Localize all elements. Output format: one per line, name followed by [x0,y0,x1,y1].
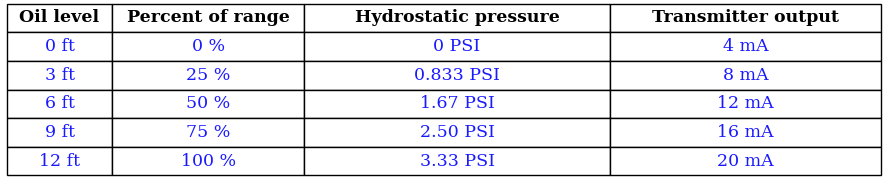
Bar [610,118,881,147]
Bar [610,147,881,175]
Text: 3.33 PSI: 3.33 PSI [419,153,495,170]
Text: 20 mA: 20 mA [718,153,773,170]
Text: 16 mA: 16 mA [718,124,773,141]
Text: 2.50 PSI: 2.50 PSI [420,124,495,141]
Text: 0.833 PSI: 0.833 PSI [414,67,500,84]
Text: 4 mA: 4 mA [723,38,768,55]
Bar [305,4,610,32]
Bar [112,32,305,61]
Bar [305,90,610,118]
Text: 0 ft: 0 ft [44,38,75,55]
Bar [112,118,305,147]
Text: 0 PSI: 0 PSI [433,38,480,55]
Bar [305,118,610,147]
Bar [610,90,881,118]
Bar [305,147,610,175]
Text: 75 %: 75 % [186,124,230,141]
Bar [112,147,305,175]
Text: Percent of range: Percent of range [127,9,289,26]
Bar [305,32,610,61]
Text: 9 ft: 9 ft [44,124,75,141]
Bar [610,61,881,90]
Bar [7,32,112,61]
Text: 12 ft: 12 ft [39,153,80,170]
Bar [112,4,305,32]
Text: 3 ft: 3 ft [44,67,75,84]
Bar [7,61,112,90]
Text: 1.67 PSI: 1.67 PSI [420,95,495,112]
Bar [7,118,112,147]
Bar [7,4,112,32]
Text: 0 %: 0 % [192,38,225,55]
Text: 8 mA: 8 mA [723,67,768,84]
Bar [112,61,305,90]
Bar [610,4,881,32]
Bar [305,61,610,90]
Text: Transmitter output: Transmitter output [652,9,839,26]
Text: 25 %: 25 % [186,67,230,84]
Bar [112,90,305,118]
Text: Oil level: Oil level [20,9,99,26]
Bar [7,147,112,175]
Text: 100 %: 100 % [180,153,235,170]
Text: 12 mA: 12 mA [718,95,773,112]
Text: 6 ft: 6 ft [44,95,75,112]
Bar [7,90,112,118]
Text: Hydrostatic pressure: Hydrostatic pressure [354,9,559,26]
Text: 50 %: 50 % [186,95,230,112]
Bar [610,32,881,61]
